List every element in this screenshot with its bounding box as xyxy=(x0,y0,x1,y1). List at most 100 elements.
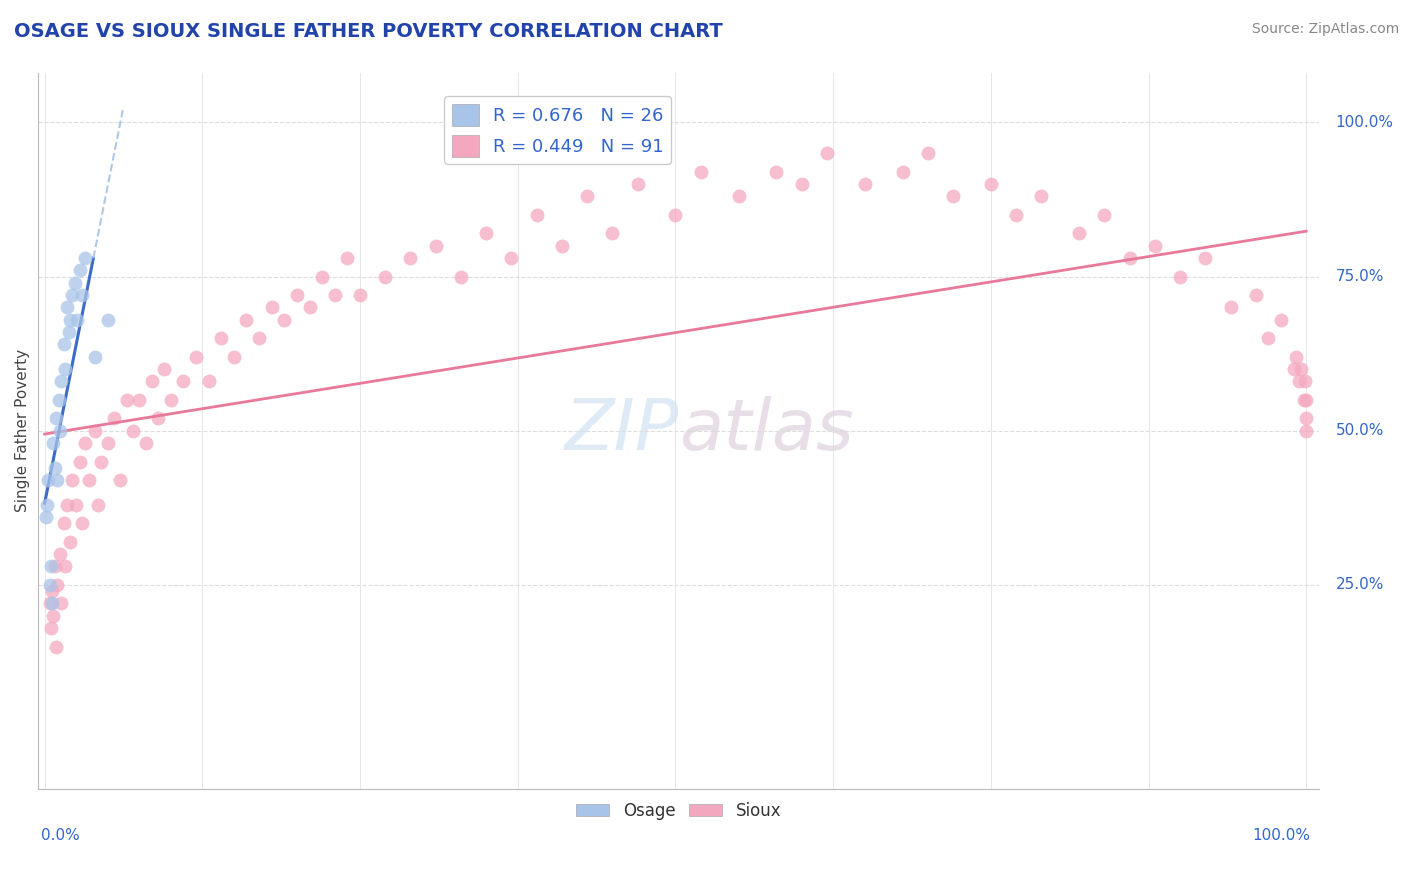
Point xyxy=(1069,227,1091,241)
Text: ZIP: ZIP xyxy=(564,396,679,466)
Point xyxy=(72,288,94,302)
Point xyxy=(689,164,711,178)
Point xyxy=(1292,392,1315,407)
Text: Source: ZipAtlas.com: Source: ZipAtlas.com xyxy=(1251,22,1399,37)
Point xyxy=(44,460,66,475)
Point xyxy=(35,510,58,524)
Point xyxy=(184,350,207,364)
Point xyxy=(247,331,270,345)
Point xyxy=(52,337,75,351)
Point xyxy=(1219,301,1241,315)
Point xyxy=(56,498,79,512)
Point xyxy=(209,331,232,345)
Point xyxy=(222,350,245,364)
Point xyxy=(1285,350,1308,364)
Point xyxy=(235,312,257,326)
Point xyxy=(1257,331,1279,345)
Point xyxy=(159,392,181,407)
Point xyxy=(765,164,787,178)
Point xyxy=(1005,208,1028,222)
Point xyxy=(44,559,66,574)
Point xyxy=(374,269,396,284)
Point xyxy=(1295,424,1317,438)
Point xyxy=(38,597,60,611)
Point xyxy=(73,436,96,450)
Point xyxy=(1194,251,1216,265)
Text: atlas: atlas xyxy=(679,396,853,466)
Point xyxy=(49,547,72,561)
Point xyxy=(59,312,82,326)
Point xyxy=(135,436,157,450)
Y-axis label: Single Father Poverty: Single Father Poverty xyxy=(15,349,30,512)
Point xyxy=(84,424,107,438)
Point xyxy=(39,621,62,635)
Point xyxy=(727,189,749,203)
Point xyxy=(1143,238,1166,252)
Point xyxy=(38,578,60,592)
Point xyxy=(122,424,145,438)
Point xyxy=(49,424,72,438)
Point xyxy=(53,362,76,376)
Point xyxy=(815,146,838,161)
Text: 25.0%: 25.0% xyxy=(1336,577,1384,592)
Point xyxy=(1282,362,1305,376)
Point xyxy=(41,584,63,599)
Point xyxy=(1118,251,1140,265)
Point xyxy=(311,269,333,284)
Point xyxy=(45,411,67,425)
Point xyxy=(86,498,108,512)
Point xyxy=(84,350,107,364)
Point xyxy=(1270,312,1292,326)
Point xyxy=(103,411,125,425)
Point xyxy=(323,288,346,302)
Point xyxy=(37,473,59,487)
Point xyxy=(45,640,67,654)
Point xyxy=(48,392,70,407)
Point xyxy=(69,454,91,468)
Point xyxy=(1295,411,1317,425)
Point xyxy=(52,516,75,531)
Point xyxy=(501,251,523,265)
Point xyxy=(60,288,83,302)
Point xyxy=(336,251,359,265)
Point xyxy=(72,516,94,531)
Point xyxy=(53,559,76,574)
Text: 75.0%: 75.0% xyxy=(1336,269,1384,284)
Point xyxy=(66,312,89,326)
Point xyxy=(141,375,163,389)
Point xyxy=(917,146,939,161)
Point xyxy=(97,436,120,450)
Text: 50.0%: 50.0% xyxy=(1336,424,1384,438)
Point xyxy=(399,251,422,265)
Point xyxy=(69,263,91,277)
Point xyxy=(110,473,132,487)
Point xyxy=(891,164,914,178)
Point xyxy=(1289,362,1312,376)
Point xyxy=(58,325,80,339)
Point xyxy=(49,375,72,389)
Point xyxy=(172,375,194,389)
Point xyxy=(90,454,112,468)
Point xyxy=(148,411,170,425)
Point xyxy=(551,238,574,252)
Point xyxy=(1288,375,1310,389)
Point xyxy=(475,227,498,241)
Point xyxy=(664,208,686,222)
Point xyxy=(526,208,548,222)
Point xyxy=(63,276,86,290)
Point xyxy=(942,189,965,203)
Point xyxy=(1092,208,1115,222)
Point xyxy=(115,392,138,407)
Point xyxy=(626,177,648,191)
Point xyxy=(197,375,219,389)
Point xyxy=(349,288,371,302)
Point xyxy=(46,473,69,487)
Point xyxy=(42,436,65,450)
Point xyxy=(1244,288,1267,302)
Point xyxy=(128,392,150,407)
Point xyxy=(37,498,59,512)
Point xyxy=(1031,189,1053,203)
Point xyxy=(41,597,63,611)
Point xyxy=(285,288,308,302)
Point xyxy=(97,312,120,326)
